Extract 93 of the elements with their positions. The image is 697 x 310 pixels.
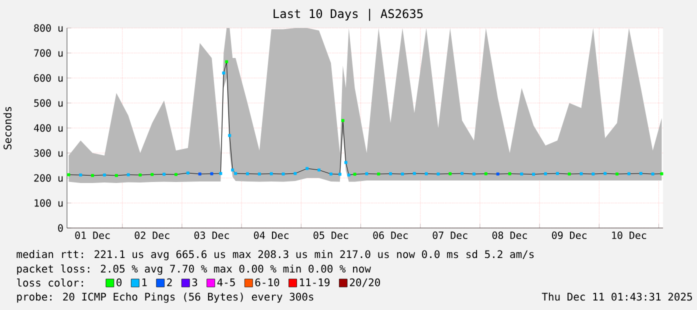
point (306, 167, 309, 170)
point (592, 172, 595, 176)
point (198, 172, 202, 176)
legend-label: 20/20 (350, 278, 380, 288)
legend-label: 6-10 (255, 278, 280, 286)
point (616, 172, 619, 176)
point (344, 161, 348, 164)
point (246, 172, 249, 176)
point (294, 172, 297, 175)
point (568, 172, 571, 176)
point (424, 172, 428, 176)
point (258, 172, 261, 176)
point (228, 134, 232, 137)
x-tick-label: 09 Dec (552, 232, 587, 240)
line-series (68, 62, 662, 176)
point (520, 172, 524, 176)
point (544, 172, 547, 176)
point (651, 172, 654, 176)
y-tick-label: 0 (58, 224, 63, 232)
point (460, 172, 464, 175)
point (150, 173, 154, 176)
x-tick-label: 07 Dec (432, 232, 468, 240)
point (231, 168, 234, 172)
point (377, 172, 380, 176)
y-axis-title: Seconds (3, 107, 12, 150)
point (556, 172, 559, 175)
point (580, 172, 583, 176)
point (225, 60, 228, 64)
point (210, 172, 214, 176)
text: Thu Dec 11 01:43:31 2025 (542, 292, 692, 301)
point (660, 172, 664, 176)
point (329, 172, 332, 176)
x-tick-label: 08 Dec (492, 232, 527, 240)
point (338, 172, 342, 176)
point (412, 172, 416, 175)
point (484, 172, 488, 176)
x-tick-label: 10 Dec (612, 232, 646, 240)
y-tick-label: 300 u (34, 149, 63, 157)
point (496, 172, 500, 176)
point (222, 72, 226, 74)
legend-label: 4-5 (217, 278, 235, 286)
x-tick-label: 04 Dec (254, 232, 289, 240)
y-tick-label: 400 u (34, 124, 63, 132)
x-tick-label: 03 Dec (194, 232, 229, 240)
point (282, 172, 285, 176)
point (341, 119, 344, 122)
legend-label: 11-19 (300, 278, 330, 286)
y-tick-label: 800 u (34, 24, 63, 32)
point (67, 173, 70, 176)
y-tick-label: 500 u (34, 99, 63, 107)
y-tick-label: 600 u (34, 74, 63, 82)
point (448, 172, 452, 176)
y-tick-label: 700 u (34, 49, 63, 57)
point (91, 174, 94, 177)
text: probe: 20 ICMP Echo Pings (56 Bytes) every 300s (17, 292, 314, 303)
point (174, 173, 178, 176)
point (627, 172, 630, 176)
point (400, 172, 404, 176)
y-tick-label: 100 u (34, 199, 63, 207)
point (353, 172, 356, 176)
point (79, 174, 82, 176)
y-tick-label: 200 u (34, 174, 63, 182)
legend-label: 1 (142, 278, 147, 286)
point (532, 172, 536, 176)
legend-title: loss color: (17, 278, 83, 287)
x-tick-label: 01 Dec (75, 232, 110, 240)
text: median rtt: 221.1 us avg 665.6 us max 208.3 us min 217.0 us now 0.0 ms sd 5.2 am/s (16, 250, 534, 260)
point (436, 172, 440, 176)
legend-label: 3 (192, 278, 198, 286)
point (604, 172, 607, 175)
point (219, 172, 222, 175)
x-tick-label: 06 Dec (373, 232, 408, 240)
point (639, 172, 642, 175)
point (270, 172, 273, 176)
legend-label: 0 (116, 278, 122, 286)
chart-title: Last 10 Days | AS2635 (274, 8, 423, 21)
point (389, 172, 392, 176)
point (186, 172, 190, 174)
point (126, 173, 130, 176)
point (472, 172, 476, 176)
x-tick-label: 02 Dec (134, 232, 170, 240)
legend-label: 2 (167, 278, 172, 286)
point (138, 174, 142, 176)
point (102, 174, 106, 176)
point (508, 172, 512, 176)
point (347, 174, 350, 176)
point (365, 172, 368, 176)
point (162, 172, 166, 176)
x-tick-label: 05 Dec (314, 232, 348, 240)
text: packet loss: 2.05 % avg 7.70 % max 0.00 % min 0.00 % now (17, 264, 371, 275)
point (318, 168, 321, 172)
point (114, 174, 118, 177)
point (234, 172, 238, 175)
